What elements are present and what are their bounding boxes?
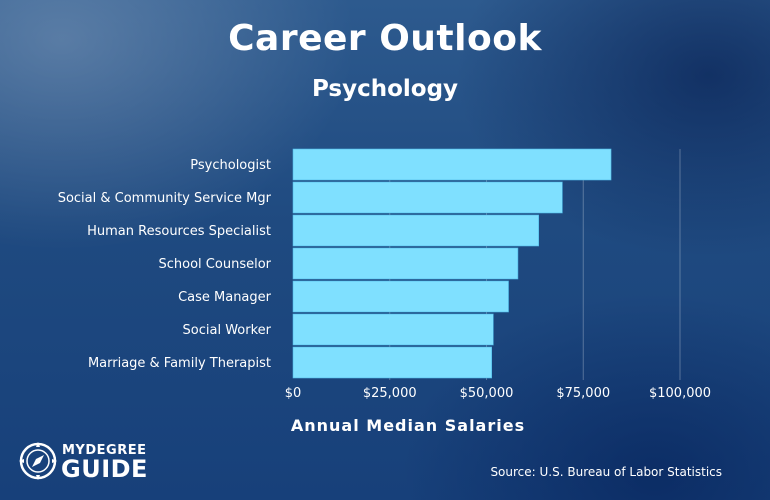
bar-2 xyxy=(292,214,540,247)
category-label: Human Resources Specialist xyxy=(87,224,271,239)
bar-4 xyxy=(292,280,509,313)
logo-text-top: MYDEGREE xyxy=(62,443,147,458)
source-note: Source: U.S. Bureau of Labor Statistics xyxy=(490,465,722,479)
x-tick-label: $25,000 xyxy=(363,386,417,401)
x-tick-label: $50,000 xyxy=(460,386,514,401)
x-tick-label: $0 xyxy=(285,386,302,401)
category-label: Marriage & Family Therapist xyxy=(88,356,271,371)
x-tick-label: $100,000 xyxy=(649,386,711,401)
category-label: Social Worker xyxy=(183,323,272,338)
x-axis-label: Annual Median Salaries xyxy=(290,416,526,435)
bar-6 xyxy=(292,346,492,379)
bar-0 xyxy=(292,148,612,181)
page-subtitle: Psychology xyxy=(311,76,459,102)
compass-icon xyxy=(19,442,57,480)
category-label: Psychologist xyxy=(190,158,271,173)
x-tick-label: $75,000 xyxy=(556,386,610,401)
bar-3 xyxy=(292,247,519,280)
bar-5 xyxy=(292,313,494,346)
category-label: School Counselor xyxy=(159,257,272,272)
page-title: Career Outlook xyxy=(228,18,542,59)
category-label: Case Manager xyxy=(178,290,272,305)
mydegreeguide-logo: MYDEGREE GUIDE xyxy=(18,438,168,488)
category-label: Social & Community Service Mgr xyxy=(58,191,272,206)
logo-text-bottom: GUIDE xyxy=(61,455,148,483)
bar-1 xyxy=(292,181,563,214)
